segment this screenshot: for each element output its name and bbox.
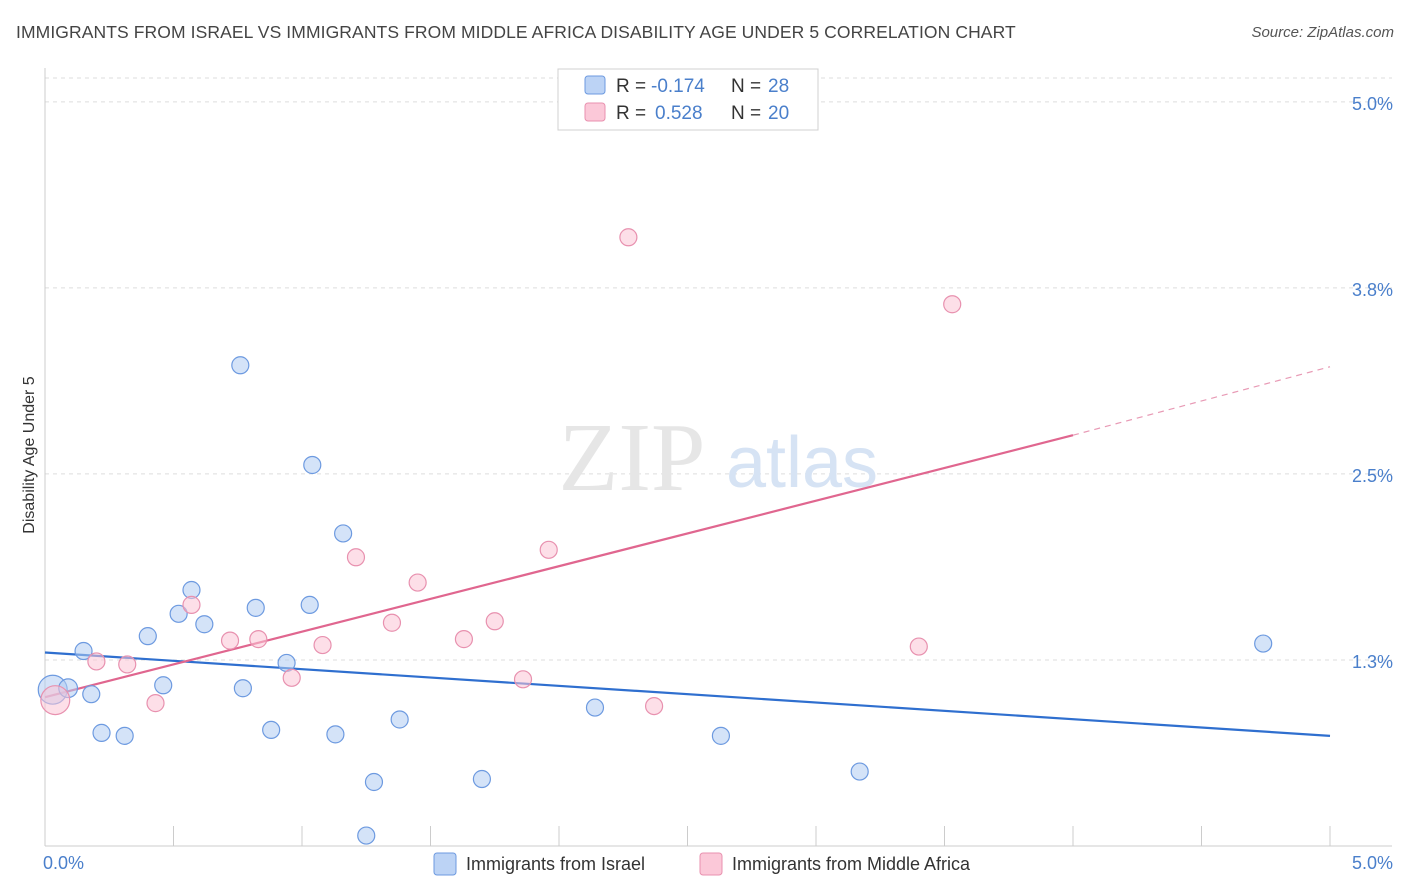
point-israel bbox=[233, 679, 252, 698]
point-israel bbox=[357, 826, 376, 845]
stats-swatch-middle-africa bbox=[584, 102, 606, 122]
point-israel bbox=[154, 676, 173, 695]
point-israel bbox=[92, 723, 111, 742]
point-middle-africa bbox=[408, 573, 427, 592]
point-israel bbox=[262, 720, 281, 740]
point-israel bbox=[74, 641, 93, 661]
x-tick-label: 5.0% bbox=[1352, 853, 1393, 873]
stats-swatch-israel bbox=[584, 75, 606, 95]
stats-r-value-middle-africa: 0.528 bbox=[655, 103, 703, 124]
stats-n-value-middle-africa: 20 bbox=[768, 103, 789, 124]
point-israel bbox=[334, 524, 353, 543]
axes bbox=[44, 68, 1392, 847]
point-middle-africa bbox=[40, 685, 71, 716]
point-israel bbox=[326, 725, 345, 744]
stats-r-label-israel: R = bbox=[616, 76, 646, 97]
data-points bbox=[37, 228, 1273, 845]
point-middle-africa bbox=[943, 295, 962, 314]
y-axis-label: Disability Age Under 5 bbox=[21, 376, 38, 534]
y-tick-label: 1.3% bbox=[1352, 652, 1393, 672]
point-israel bbox=[850, 762, 869, 781]
point-israel bbox=[195, 615, 214, 634]
point-middle-africa bbox=[619, 228, 638, 247]
stats-legend: R = -0.174 N = 28 R = 0.528 N = 20 bbox=[557, 68, 819, 131]
point-middle-africa bbox=[485, 612, 504, 631]
point-israel bbox=[246, 598, 265, 617]
point-middle-africa bbox=[282, 668, 301, 687]
point-middle-africa bbox=[346, 548, 366, 567]
stats-n-label-israel: N = bbox=[731, 76, 761, 97]
point-israel bbox=[300, 595, 319, 614]
point-israel bbox=[115, 726, 134, 745]
x-tick-labels: 0.0% 5.0% bbox=[43, 853, 1393, 873]
stats-r-value-israel: -0.174 bbox=[651, 76, 705, 97]
point-middle-africa bbox=[909, 637, 928, 656]
point-israel bbox=[364, 772, 384, 792]
point-israel bbox=[472, 769, 491, 789]
point-israel bbox=[711, 726, 731, 745]
point-middle-africa bbox=[313, 635, 332, 655]
point-israel bbox=[303, 455, 322, 475]
y-tick-labels: 1.3% 2.5% 3.8% 5.0% bbox=[1352, 94, 1393, 672]
point-israel bbox=[1254, 634, 1273, 653]
point-israel bbox=[138, 627, 157, 646]
stats-r-label-middle-africa: R = bbox=[616, 103, 646, 124]
legend-label-middle-africa: Immigrants from Middle Africa bbox=[732, 854, 971, 874]
point-middle-africa bbox=[539, 540, 558, 559]
point-israel bbox=[390, 710, 409, 729]
point-middle-africa bbox=[146, 694, 165, 713]
trend-line-middle-africa-extension bbox=[1072, 366, 1331, 436]
stats-n-label-middle-africa: N = bbox=[731, 103, 761, 124]
point-middle-africa bbox=[382, 613, 402, 632]
point-israel bbox=[231, 356, 250, 375]
point-middle-africa bbox=[249, 630, 268, 649]
point-middle-africa bbox=[220, 631, 240, 650]
x-tick-label: 0.0% bbox=[43, 853, 84, 873]
trend-line-middle-africa bbox=[44, 434, 1074, 699]
point-middle-africa bbox=[87, 652, 106, 671]
legend-label-israel: Immigrants from Israel bbox=[466, 854, 645, 874]
trend-lines bbox=[44, 366, 1331, 737]
point-middle-africa bbox=[513, 670, 533, 689]
point-middle-africa bbox=[118, 655, 137, 674]
y-tick-label: 2.5% bbox=[1352, 466, 1393, 486]
point-israel bbox=[82, 685, 101, 704]
source-label: Source: ZipAtlas.com bbox=[1251, 24, 1394, 41]
watermark-zip: ZIP bbox=[559, 404, 706, 512]
trend-line-israel bbox=[44, 651, 1331, 737]
point-middle-africa bbox=[454, 630, 474, 649]
point-israel bbox=[585, 698, 605, 717]
legend-swatch-israel bbox=[433, 852, 457, 876]
y-tick-label: 5.0% bbox=[1352, 94, 1393, 114]
point-middle-africa bbox=[644, 696, 664, 716]
y-tick-label: 3.8% bbox=[1352, 280, 1393, 300]
stats-n-value-israel: 28 bbox=[768, 76, 789, 97]
point-middle-africa bbox=[182, 595, 201, 614]
legend-swatch-middle-africa bbox=[699, 852, 723, 876]
watermark-atlas: atlas bbox=[726, 423, 878, 503]
series-legend: Immigrants from Israel Immigrants from M… bbox=[433, 852, 971, 876]
chart-title: IMMIGRANTS FROM ISRAEL VS IMMIGRANTS FRO… bbox=[16, 22, 1016, 42]
point-israel bbox=[169, 604, 188, 623]
